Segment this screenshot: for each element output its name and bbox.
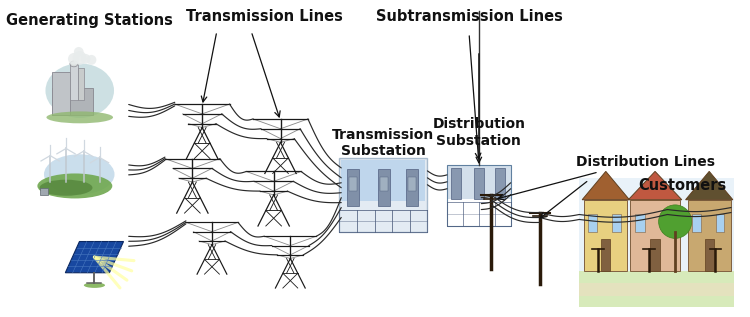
Text: Distribution Lines: Distribution Lines (576, 155, 716, 169)
Bar (589, 214, 597, 232)
Ellipse shape (40, 180, 92, 196)
Text: Generating Stations: Generating Stations (6, 13, 173, 28)
Bar (349, 177, 357, 191)
Bar (630, 200, 680, 271)
Bar (78, 68, 84, 100)
Bar (495, 168, 505, 199)
Polygon shape (686, 171, 733, 200)
Circle shape (74, 47, 84, 57)
Circle shape (81, 54, 91, 64)
Bar (475, 168, 484, 199)
Bar (716, 214, 724, 232)
Ellipse shape (44, 154, 115, 194)
Ellipse shape (46, 63, 114, 118)
Circle shape (68, 53, 80, 65)
Bar (650, 239, 660, 271)
Text: Transmission
Substation: Transmission Substation (332, 128, 434, 158)
Bar (406, 169, 418, 206)
Text: Subtransmission Lines: Subtransmission Lines (376, 9, 563, 24)
Bar (339, 158, 427, 232)
Text: Distribution
Substation: Distribution Substation (432, 117, 525, 148)
Bar (70, 64, 78, 100)
Bar (688, 200, 731, 271)
Ellipse shape (84, 282, 105, 288)
Bar (584, 200, 628, 271)
Polygon shape (65, 242, 124, 273)
Ellipse shape (46, 111, 113, 123)
Bar (635, 214, 645, 232)
Bar (662, 214, 673, 232)
Bar (451, 168, 460, 199)
Bar (692, 214, 700, 232)
Bar (579, 271, 734, 307)
Bar (408, 177, 416, 191)
Bar (579, 178, 734, 307)
Circle shape (658, 205, 692, 238)
Bar (447, 165, 511, 199)
Bar (347, 169, 358, 206)
Bar (447, 165, 511, 226)
Circle shape (73, 51, 86, 65)
Bar (705, 239, 713, 271)
Bar (602, 239, 610, 271)
Ellipse shape (70, 61, 78, 67)
Bar (341, 160, 425, 201)
Bar (579, 283, 734, 296)
Bar (53, 72, 70, 115)
Bar (379, 169, 390, 206)
Circle shape (86, 55, 97, 65)
Text: Customers: Customers (638, 178, 726, 193)
Polygon shape (582, 171, 629, 200)
Text: Transmission Lines: Transmission Lines (185, 9, 343, 24)
Bar (40, 188, 49, 195)
Bar (612, 214, 621, 232)
Bar (380, 177, 388, 191)
Bar (53, 87, 94, 115)
Polygon shape (628, 171, 682, 200)
Ellipse shape (38, 173, 112, 198)
